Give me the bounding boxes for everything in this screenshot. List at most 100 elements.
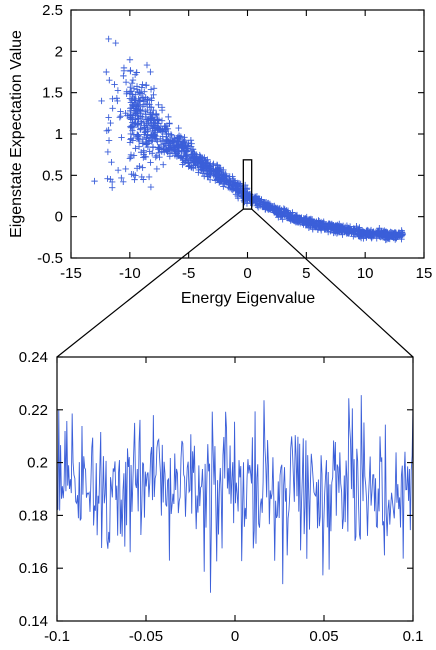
inset-y-tick-label: 0.22	[19, 402, 48, 419]
scatter-point	[128, 123, 136, 130]
scatter-point	[186, 162, 193, 170]
scatter-point	[180, 144, 187, 151]
scatter-y-tick-label: 0	[55, 209, 63, 226]
scatter-x-tick-label: 5	[302, 265, 310, 282]
scatter-point	[339, 225, 347, 232]
scatter-point	[279, 211, 286, 218]
scatter-point	[300, 219, 308, 227]
scatter-point	[114, 97, 121, 105]
inset-y-tick-label: 0.24	[19, 349, 48, 366]
scatter-point	[131, 176, 138, 183]
inset-x-tick-label: 0.05	[309, 628, 338, 645]
scatter-point	[149, 150, 156, 157]
scatter-point	[231, 182, 238, 189]
scatter-point	[187, 137, 195, 144]
scatter-point	[174, 134, 182, 141]
scatter-point	[107, 176, 114, 183]
scatter-point	[127, 124, 135, 131]
scatter-point	[142, 82, 150, 89]
scatter-point	[348, 225, 355, 233]
scatter-point	[116, 114, 124, 121]
scatter-point	[249, 200, 256, 207]
scatter-point	[153, 120, 161, 127]
scatter-point	[328, 221, 336, 228]
scatter-point	[384, 234, 391, 242]
scatter-point	[147, 159, 154, 166]
scatter-point	[264, 203, 272, 210]
scatter-point	[187, 143, 195, 150]
scatter-point	[127, 67, 134, 74]
scatter-point	[133, 103, 141, 110]
scatter-point	[212, 167, 219, 174]
scatter-point	[177, 154, 185, 162]
scatter-point	[373, 235, 380, 242]
scatter-point	[137, 125, 145, 132]
scatter-point	[108, 159, 115, 166]
scatter-point	[181, 134, 188, 141]
scatter-point	[284, 212, 292, 220]
scatter-point	[137, 109, 145, 117]
scatter-point	[140, 147, 147, 154]
scatter-point	[139, 81, 146, 88]
scatter-panel: -15 -10 -5 0 5 10 15 -0.5 0 0.5 1 1.5 2 2.5 Energy Ei…	[8, 2, 432, 307]
scatter-point	[141, 88, 148, 95]
scatter-point	[161, 148, 168, 156]
inset-y-tick-label: 0.2	[27, 455, 48, 472]
scatter-point	[126, 139, 134, 146]
scatter-point	[107, 119, 114, 127]
scatter-point	[132, 110, 140, 117]
scatter-point	[126, 95, 134, 102]
scatter-point	[204, 171, 212, 178]
scatter-point	[148, 94, 155, 102]
zoom-region-box	[242, 159, 253, 210]
scatter-point	[152, 111, 160, 118]
scatter-point	[128, 104, 135, 112]
scatter-point	[152, 153, 159, 161]
scatter-y-axis-title: Eigenstate Expectation Value	[8, 30, 25, 238]
scatter-point	[350, 227, 358, 234]
scatter-point	[105, 137, 113, 144]
scatter-point	[269, 204, 277, 211]
inset-series-line	[56, 395, 414, 593]
scatter-point	[131, 99, 138, 106]
scatter-point	[165, 138, 172, 145]
inset-ticks: -0.1 -0.05 0 0.05 0.1 0.14 0.16 0.18 0.2 0.22 0.24	[19, 349, 424, 645]
scatter-point	[218, 168, 225, 176]
scatter-point	[307, 222, 314, 229]
scatter-point	[153, 165, 161, 173]
scatter-point	[122, 78, 130, 86]
scatter-point	[146, 121, 154, 129]
inset-x-tick-label: 0.1	[403, 628, 424, 645]
scatter-x-tick-label: -5	[182, 265, 195, 282]
scatter-point	[135, 102, 142, 109]
scatter-point	[127, 153, 135, 161]
scatter-point	[374, 229, 381, 236]
inset-x-tick-label: -0.1	[44, 628, 70, 645]
scatter-point	[190, 157, 197, 164]
scatter-point	[131, 71, 139, 78]
scatter-point	[311, 221, 319, 228]
scatter-point	[129, 115, 136, 123]
scatter-point	[112, 39, 119, 47]
scatter-point	[355, 230, 363, 237]
scatter-point	[202, 165, 210, 172]
scatter-point	[302, 216, 310, 223]
scatter-point	[105, 35, 112, 43]
scatter-point	[209, 161, 217, 169]
scatter-point	[120, 178, 127, 186]
scatter-point	[149, 113, 156, 121]
scatter-point	[322, 221, 329, 229]
scatter-point	[158, 117, 166, 124]
scatter-point	[142, 128, 149, 135]
scatter-plot-frame	[70, 9, 425, 259]
scatter-point	[140, 101, 148, 108]
scatter-point	[132, 111, 139, 119]
scatter-point	[398, 228, 405, 236]
scatter-point	[124, 112, 131, 119]
scatter-point	[105, 114, 112, 121]
scatter-point	[150, 91, 157, 99]
scatter-point	[108, 178, 116, 186]
scatter-point	[144, 143, 152, 151]
scatter-point	[128, 88, 135, 95]
